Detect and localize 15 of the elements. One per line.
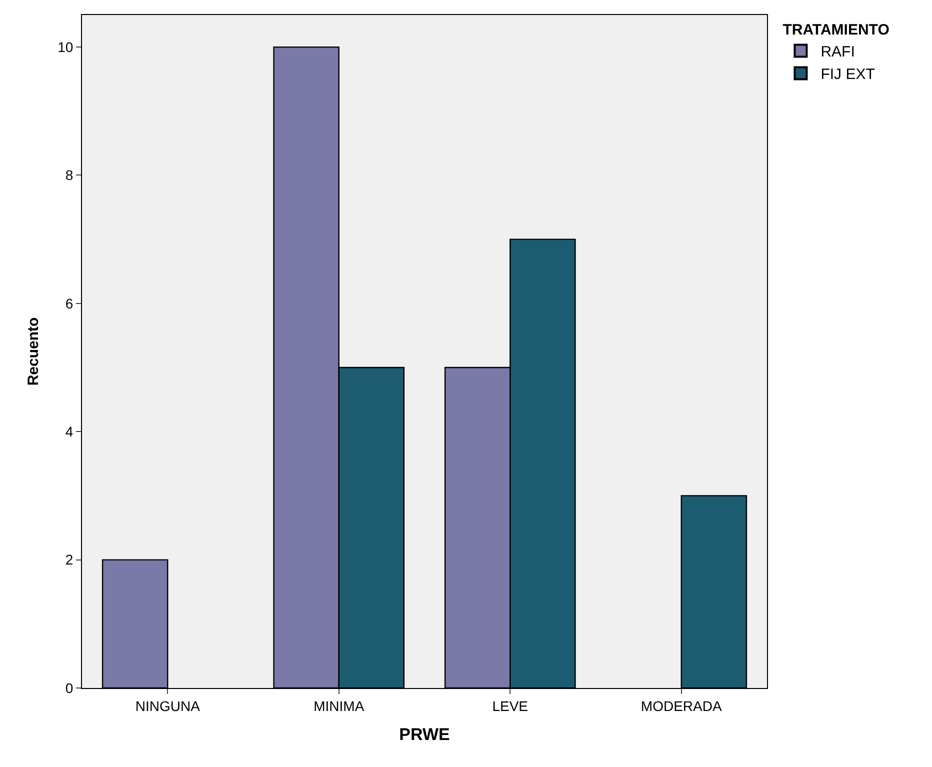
x-axis-title: PRWE [399, 725, 450, 744]
legend-label: RAFI [820, 44, 855, 61]
y-axis-title: Recuento [24, 317, 42, 386]
y-tick-label: 4 [65, 424, 74, 440]
y-tick-label: 0 [65, 680, 74, 696]
x-tick-label: MINIMA [314, 698, 365, 714]
x-tick-label: MODERADA [640, 698, 722, 714]
legend-title: TRATAMIENTO [782, 22, 890, 38]
legend-label: FIJ EXT [820, 66, 875, 84]
x-tick-label: LEVE [492, 698, 528, 714]
y-tick-label: 6 [65, 295, 74, 312]
y-tick-label: 2 [65, 552, 74, 568]
y-tick-label: 10 [58, 38, 74, 55]
x-tick-label: NINGUNA [135, 698, 201, 714]
y-tick-label: 8 [65, 167, 74, 184]
